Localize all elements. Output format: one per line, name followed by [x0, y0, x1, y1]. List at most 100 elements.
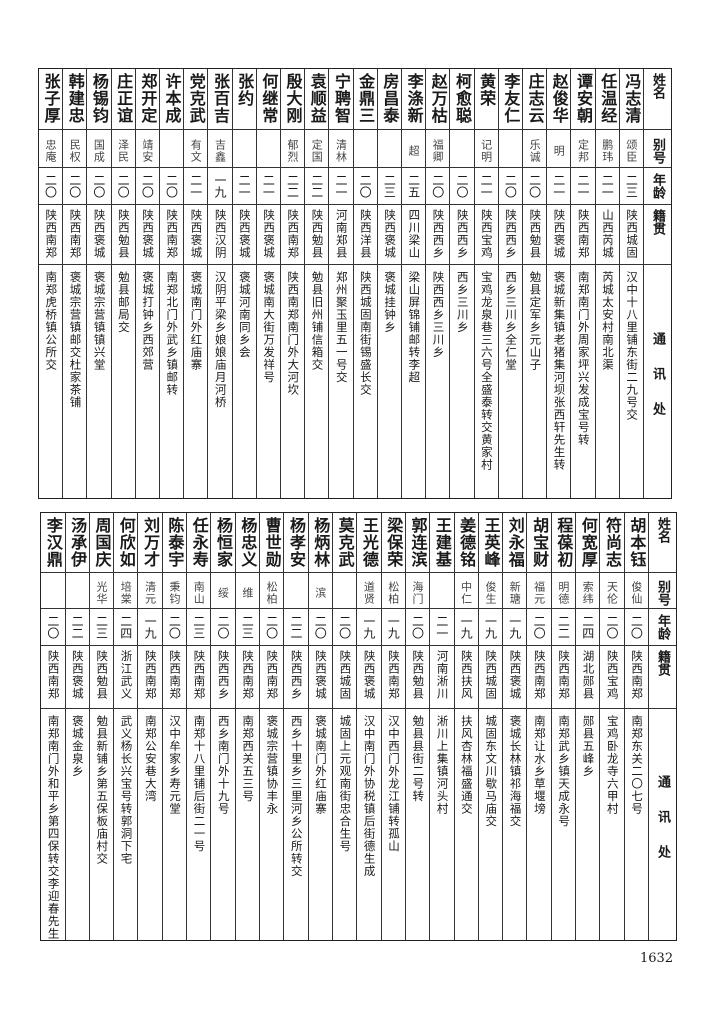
address-cell: 西乡南门外十九号: [211, 709, 234, 940]
name-cell: 王光德: [357, 513, 381, 573]
alias-cell: 国成: [87, 130, 111, 168]
age-text: 二三: [94, 615, 109, 639]
alias-cell: 鹏玮: [595, 130, 619, 168]
person-record: 王英峰 俊生 一九 陕西城固 城固东文川歇马庙交: [477, 513, 503, 940]
native-cell: 陕西勉县: [89, 646, 114, 709]
name-cell: 赵俊华: [547, 69, 571, 130]
address-text: 汉中牟家乡寿元堂: [168, 715, 183, 815]
alias-cell: 松柏: [260, 573, 284, 609]
name-text: 金鼎三: [356, 73, 376, 124]
alias-text: 乐诚: [528, 139, 542, 163]
native-text: 陕西南郑: [68, 209, 83, 259]
alias-text: 忠庵: [44, 139, 58, 163]
person-record: 任永寿 南山 二三 陕西南郑 南郑十八里铺后街二一号: [186, 513, 211, 940]
native-cell: 陕西褒城: [87, 205, 111, 265]
name-cell: 李涤新: [401, 69, 426, 130]
address-cell: 褒城河南同乡会: [233, 265, 256, 498]
age-text: 二〇: [527, 174, 542, 198]
address-cell: 勉县新铺乡第五保板庙村交: [90, 709, 113, 940]
person-record: 何继常 二一 陕西褒城 褒城南大街万发祥号: [255, 69, 280, 498]
address-cell: 勉县定军乡元山子: [523, 265, 546, 498]
header-cell-age: 年龄: [644, 168, 671, 205]
address-cell: 陕西西乡三川乡: [426, 265, 449, 498]
address-cell: 陕西城固南街锡盛长交: [354, 265, 377, 498]
alias-cell: 中仁: [454, 573, 478, 609]
alias-text: 天伦: [605, 581, 619, 605]
person-record: 曹世勋 松柏 二〇 陕西南郑 褒城宗营镇协丰永: [259, 513, 284, 940]
age-cell: 二一: [232, 168, 256, 205]
address-text: 褒城宗营镇邮交杜家茶铺: [68, 271, 83, 409]
alias-text: 吉鑫: [213, 139, 227, 163]
address-text: 褒城南门外红庙寨: [314, 715, 329, 815]
address-text: 勉县定军乡元山子: [528, 271, 543, 371]
alias-text: 俊仙: [629, 581, 643, 605]
header-column: 姓名 别号 年龄 籍贯 通讯处: [648, 513, 676, 940]
alias-text: 中仁: [459, 581, 473, 605]
alias-cell: [256, 130, 280, 168]
address-cell: 勉县邮局交: [112, 265, 135, 498]
address-text: 褒城新集镇老猪集河坝张西轩先生转: [552, 271, 567, 471]
address-text: 梁山屏锦铺邮转李超: [407, 271, 422, 384]
name-text: 周国庆: [92, 517, 112, 568]
age-cell: 二三: [619, 168, 643, 205]
age-cell: 二〇: [162, 609, 187, 646]
native-text: 陕西勉县: [95, 650, 110, 700]
address-text: 武义杨长兴宝号转郭洞下宅: [119, 715, 134, 865]
address-text: 褒城南门外红庙寨: [189, 271, 204, 371]
name-cell: 袁顺益: [305, 69, 329, 130]
name-text: 姜德铭: [457, 517, 477, 568]
native-text: 陕西城固: [338, 650, 353, 700]
alias-cell: 忠庵: [38, 130, 63, 168]
address-cell: 南郑公安巷大湾: [138, 709, 161, 940]
name-text: 赵俊华: [549, 73, 569, 124]
address-text: 勉县邮局交: [116, 271, 131, 334]
age-text: 二一: [188, 174, 203, 198]
age-text: 二〇: [264, 615, 279, 639]
address-text: 南郑武乡镇天成永号: [557, 715, 572, 828]
name-text: 党克武: [186, 73, 206, 124]
age-text: 二〇: [503, 174, 518, 198]
address-cell: 南郑十八里铺后街二一号: [187, 709, 210, 940]
native-text: 陕西勉县: [411, 650, 426, 700]
native-cell: 陕西褒城: [547, 205, 571, 265]
address-text: 南郑南门外周家坪兴发成宝号转: [576, 271, 591, 446]
name-cell: 何欣如: [114, 513, 138, 573]
alias-text: 超: [407, 145, 421, 157]
alias-cell: [232, 130, 256, 168]
age-text: 二〇: [216, 615, 231, 639]
alias-text: 滨: [313, 587, 327, 599]
native-text: 陕西褒城: [141, 209, 156, 259]
native-text: 陕西褒城: [314, 650, 329, 700]
address-text: 城固东文川歇马庙交: [484, 715, 499, 828]
native-text: 陕西褒城: [92, 209, 107, 259]
age-text: 二〇: [454, 174, 469, 198]
name-text: 房昌泰: [380, 73, 400, 124]
native-cell: 陕西褒城: [232, 205, 256, 265]
name-text: 梁保荣: [384, 517, 404, 568]
name-text: 莫克武: [335, 517, 355, 568]
native-cell: 陕西勉县: [111, 205, 135, 265]
native-text: 河南淅川: [435, 650, 450, 700]
native-text: 湖北郧县: [581, 650, 596, 700]
alias-text: 光华: [94, 581, 108, 605]
person-record: 汤承伊 二二 陕西褒城 褒城金泉乡: [64, 513, 89, 940]
age-text: 二一: [551, 174, 566, 198]
address-cell: 汉阴平梁乡娘娘庙月河桥: [208, 265, 231, 498]
address-text: 南郑公安巷大湾: [143, 715, 158, 803]
name-cell: 庄志云: [522, 69, 547, 130]
alias-cell: [159, 130, 184, 168]
person-record: 许本成 二〇 陕西南郑 南郑北门外武乡镇邮转: [158, 69, 184, 498]
name-text: 黄荣: [477, 73, 497, 107]
name-cell: 何继常: [256, 69, 280, 130]
alias-text: 松柏: [386, 581, 400, 605]
person-record: 何宽厚 索纬 二四 湖北郧县 郧县五峰乡: [575, 513, 600, 940]
alias-text: 国成: [92, 139, 106, 163]
native-cell: 陕西汉阴: [208, 205, 232, 265]
native-cell: 陕西勉县: [305, 205, 329, 265]
address-text: 陕西西乡三川乡: [431, 271, 446, 359]
address-cell: 褒城挂钟乡: [378, 265, 401, 498]
age-cell: 二〇: [405, 609, 430, 646]
person-record: 张百吉 吉鑫 一九 陕西汉阴 汉阴平梁乡娘娘庙月河桥: [207, 69, 232, 498]
name-text: 赵万枯: [428, 73, 448, 124]
name-text: 汤承伊: [68, 517, 88, 568]
